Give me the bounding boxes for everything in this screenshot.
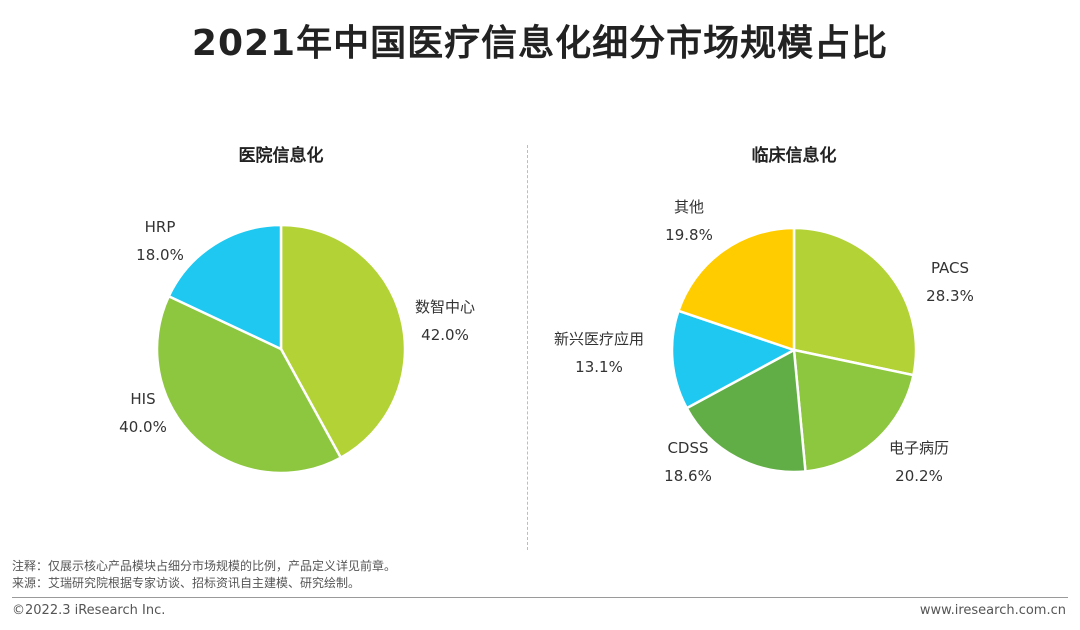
slice-value-1-0: 28.3% (926, 287, 974, 305)
slice-label-0-0: 数智中心 (415, 298, 475, 316)
slice-label-1-4: 其他 (674, 198, 704, 216)
slice-label-1-3: 新兴医疗应用 (554, 330, 644, 348)
pie-slice-0-0 (279, 223, 407, 459)
pie-slice-1-0 (792, 226, 918, 377)
slice-value-1-2: 18.6% (664, 467, 712, 485)
slice-label-1-0: PACS (931, 259, 969, 277)
page-title: 2021年中国医疗信息化细分市场规模占比 (191, 23, 889, 64)
footer-divider (12, 597, 1068, 598)
pie-slice-1-4 (677, 226, 796, 352)
notes: 注释：仅展示核心产品模块占细分市场规模的比例，产品定义详见前章。 来源：艾瑞研究… (12, 558, 396, 592)
slice-value-1-4: 19.8% (665, 226, 713, 244)
slice-value-0-1: 40.0% (119, 418, 167, 436)
slice-value-0-0: 42.0% (421, 326, 469, 344)
pie-slice-0-2 (167, 223, 283, 351)
slice-label-1-1: 电子病历 (889, 439, 949, 457)
pie-title-1: 临床信息化 (752, 145, 837, 166)
source-text: 来源：艾瑞研究院根据专家访谈、招标资讯自主建模、研究绘制。 (12, 576, 361, 590)
slice-value-0-2: 18.0% (136, 246, 184, 264)
slice-label-0-2: HRP (145, 218, 176, 236)
slice-value-1-1: 20.2% (895, 467, 943, 485)
footer-website[interactable]: www.iresearch.com.cn (919, 603, 1066, 618)
chart-divider (527, 145, 528, 550)
pie-slice-0-1 (155, 294, 342, 475)
slice-label-1-2: CDSS (667, 439, 708, 457)
note-text: 注释：仅展示核心产品模块占细分市场规模的比例，产品定义详见前章。 (12, 559, 397, 573)
pie-slice-1-1 (792, 348, 915, 473)
pie-title-0: 医院信息化 (239, 145, 324, 166)
footer-copyright: ©2022.3 iResearch Inc. (12, 603, 166, 618)
pie-slice-1-3 (670, 309, 796, 410)
slice-label-0-1: HIS (130, 390, 155, 408)
pie-slice-1-2 (685, 348, 807, 474)
slice-value-1-3: 13.1% (575, 358, 623, 376)
